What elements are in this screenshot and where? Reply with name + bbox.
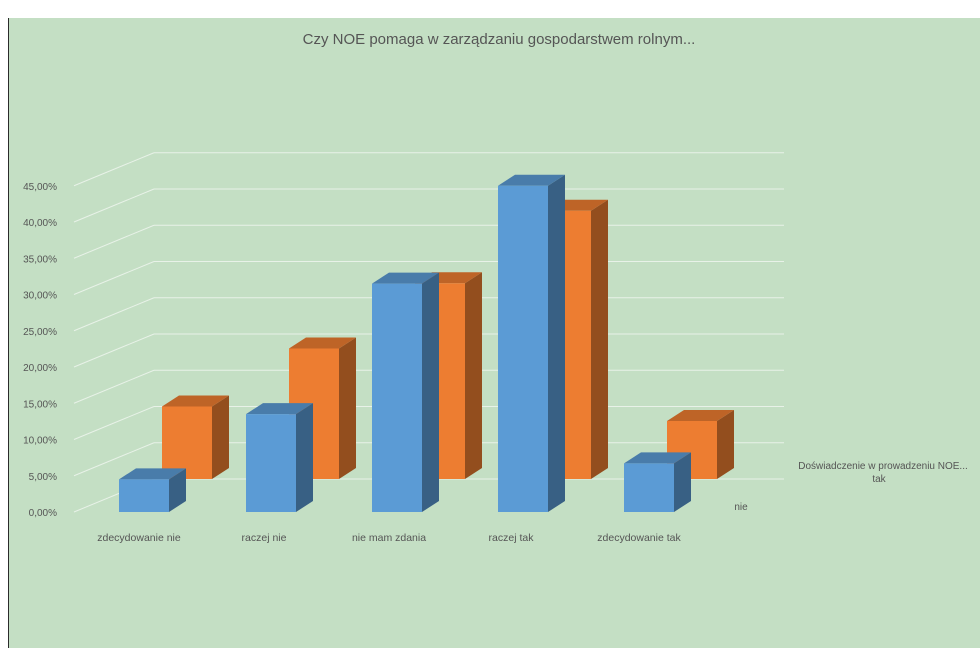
y-axis-ticks: 0,00% 5,00% 10,00% 15,00% 20,00% 25,00% 30,00%… — [23, 182, 57, 519]
y-tick-label: 45,00% — [23, 182, 57, 193]
bar-nie-5-top — [667, 410, 734, 421]
bar-tak-1-top — [119, 468, 186, 480]
bar-nie-1-top — [162, 395, 229, 407]
bar-tak-4 — [498, 174, 565, 512]
legend-title: Doświadczenie w prowadzeniu NOE... — [798, 461, 968, 472]
bar-tak-4-side — [548, 174, 565, 512]
series-depth-labels: Doświadczenie w prowadzeniu NOE... tak n… — [734, 461, 967, 513]
bar-tak-3-side — [422, 272, 439, 512]
bar-nie-1 — [162, 395, 229, 479]
bar-tak-3-front — [372, 283, 422, 512]
bar-nie-5-side — [717, 410, 734, 479]
bar-tak-5 — [624, 452, 691, 512]
y-tick-label: 0,00% — [29, 508, 57, 519]
y-tick-label: 5,00% — [29, 472, 57, 483]
chart-area: Czy NOE pomaga w zarządzaniu gospodarstw… — [8, 18, 980, 648]
bar-tak-4-front — [498, 185, 548, 512]
bar-nie-3-side — [465, 272, 482, 479]
bar-tak-5-front — [624, 463, 674, 512]
y-tick-label: 35,00% — [23, 254, 57, 265]
gridline-slant — [73, 369, 155, 404]
y-tick-label: 15,00% — [23, 399, 57, 410]
bar-tak-2 — [246, 403, 313, 512]
gridline-slant — [73, 261, 155, 295]
category-label: zdecydowanie nie — [97, 532, 181, 544]
bar-nie-1-side — [212, 395, 229, 479]
category-label: raczej nie — [242, 532, 287, 544]
gridline-slant — [73, 224, 155, 259]
bars — [119, 174, 734, 512]
bar-nie-4-side — [591, 199, 608, 479]
bar-tak-1-side — [169, 468, 186, 512]
bar-tak-2-side — [296, 403, 313, 512]
y-tick-label: 40,00% — [23, 218, 57, 229]
bar-tak-4-top — [498, 174, 565, 186]
series-label-tak: tak — [872, 474, 886, 485]
chart-svg: Czy NOE pomaga w zarządzaniu gospodarstw… — [23, 31, 968, 544]
gridline-slant — [73, 297, 155, 332]
gridline-slant — [73, 333, 155, 368]
category-label: raczej tak — [489, 532, 535, 544]
y-tick-label: 25,00% — [23, 327, 57, 338]
gridline-slant — [73, 188, 155, 223]
bar-nie-2-top — [289, 337, 356, 349]
bar-tak-1-front — [119, 479, 169, 512]
bar-nie-1-front — [162, 406, 212, 479]
gridline-slant — [73, 152, 155, 187]
gridline-slant — [73, 442, 155, 477]
category-labels: zdecydowanie nie raczej nie nie mam zdania… — [97, 532, 681, 544]
category-label: nie mam zdania — [352, 532, 426, 544]
bar-nie-2-side — [339, 337, 356, 479]
y-tick-label: 10,00% — [23, 436, 57, 447]
series-label-nie: nie — [734, 502, 748, 513]
gridline-slant — [73, 406, 155, 440]
bar-tak-5-side — [674, 452, 691, 512]
bar-tak-3-top — [372, 272, 439, 284]
bar-tak-3 — [372, 272, 439, 512]
bar-tak-5-top — [624, 452, 691, 464]
bar-tak-1 — [119, 468, 186, 512]
y-tick-label: 20,00% — [23, 363, 57, 374]
chart-title: Czy NOE pomaga w zarządzaniu gospodarstw… — [303, 31, 696, 48]
bar-tak-2-front — [246, 414, 296, 512]
y-tick-label: 30,00% — [23, 291, 57, 302]
category-label: zdecydowanie tak — [597, 532, 681, 544]
bar-tak-2-top — [246, 403, 313, 415]
